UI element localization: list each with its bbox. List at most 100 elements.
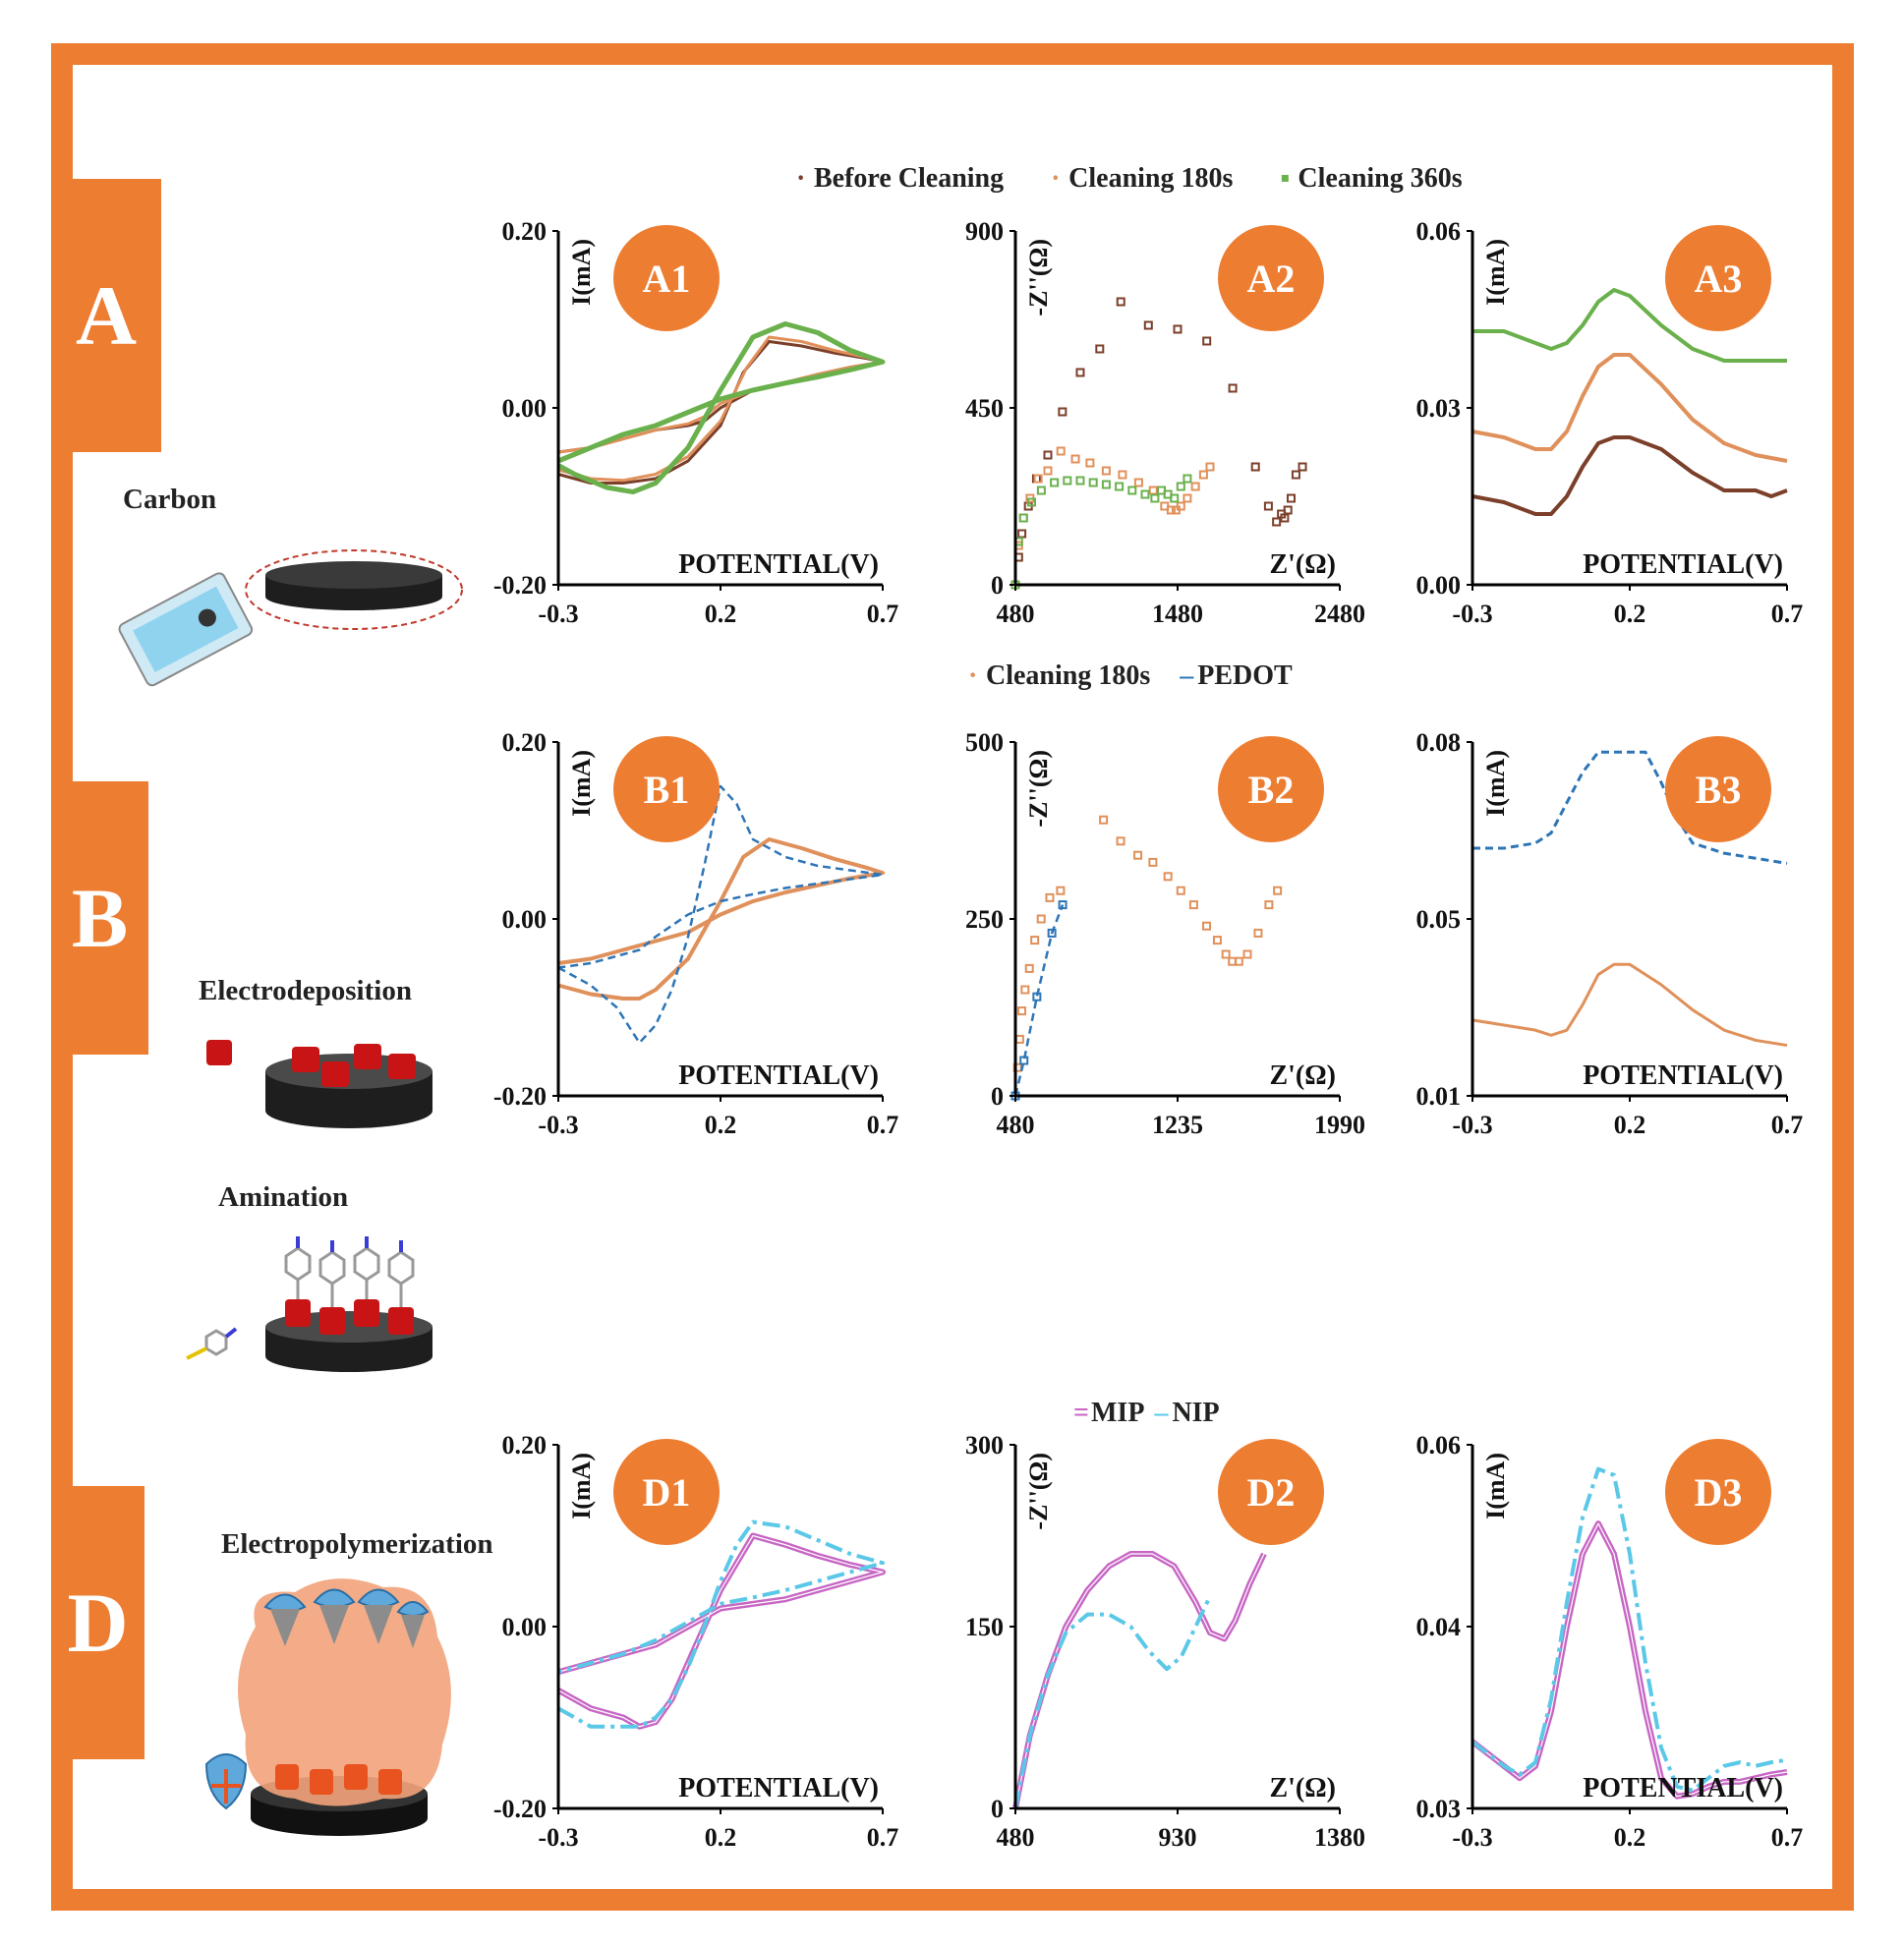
y-tick-label: 0.08 — [1416, 728, 1462, 757]
data-point-cleaning-360s-13 — [1150, 493, 1160, 503]
legend-item-before-cleaning: · Before Cleaning — [796, 163, 1005, 194]
x-tick-label: 0.7 — [867, 1823, 899, 1852]
y-tick-label: 0.00 — [502, 905, 548, 934]
y-axis-title: I(mA) — [1481, 239, 1510, 306]
data-point-cleaning-180s-2 — [1014, 1034, 1024, 1044]
panel-badge — [1218, 736, 1324, 842]
chart-d1: -0.3 0.2 0.7 -0.20 0.00 0.20 POTENTIAL(V) I(mA)… — [493, 1431, 898, 1852]
series-line-nip — [1471, 1466, 1788, 1793]
x-tick-label: 480 — [997, 600, 1035, 628]
data-point-cleaning-180s-3 — [1017, 1006, 1027, 1016]
legend-item-mip: =MIP — [1073, 1398, 1145, 1428]
chart-d3: -0.3 0.2 0.7 0.03 0.04 0.06 POTENTIAL(V) I(mA) D… — [1416, 1431, 1804, 1852]
y-tick-label: 0.00 — [502, 394, 548, 423]
data-point-cleaning-180s-14 — [1163, 872, 1173, 882]
data-point-cleaning-360s-16 — [1170, 493, 1180, 503]
step-label-carbon: Carbon — [123, 484, 217, 515]
series-line-mip — [1012, 1551, 1267, 1809]
data-point-cleaning-360s-5 — [1050, 478, 1060, 487]
data-point-before-cleaning-21 — [1291, 470, 1300, 480]
series-line-mip-inner — [1471, 1522, 1788, 1798]
data-point-cleaning-180s-7 — [1036, 914, 1046, 924]
y-tick-label: 0.05 — [1416, 905, 1462, 934]
data-point-cleaning-180s-11 — [1133, 478, 1143, 487]
y-tick-label: 0.06 — [1416, 217, 1462, 246]
chart-d2: 480 930 1380 0 150 300 Z'(Ω) -Z''(Ω) D2 — [965, 1431, 1365, 1852]
y-tick-label: 0.04 — [1416, 1613, 1462, 1641]
panel-badge-label: A1 — [643, 257, 691, 301]
data-point-before-cleaning-7 — [1075, 368, 1085, 377]
legend-marker-icon: · — [796, 163, 806, 194]
x-axis-title: POTENTIAL(V) — [678, 1060, 879, 1091]
y-tick-label: 0.00 — [502, 1613, 548, 1641]
data-point-cleaning-180s-6 — [1056, 446, 1066, 456]
data-point-before-cleaning-9 — [1116, 297, 1125, 307]
series-line-cleaning-360s — [556, 321, 886, 494]
panel-badge — [1665, 225, 1771, 331]
data-point-cleaning-180s-11 — [1116, 836, 1125, 846]
series-line-pedot — [557, 784, 885, 1045]
row-label-d: D — [51, 1486, 144, 1759]
x-tick-label: 1480 — [1152, 600, 1203, 628]
y-tick-label: 0.06 — [1416, 1431, 1462, 1460]
x-tick-label: 0.2 — [705, 1823, 737, 1852]
data-point-cleaning-180s-18 — [1212, 936, 1222, 945]
data-point-before-cleaning-13 — [1228, 383, 1238, 393]
step-label-amination: Amination — [218, 1181, 349, 1213]
y-axis-title: I(mA) — [567, 1453, 596, 1519]
x-tick-label: 0.7 — [867, 1111, 899, 1139]
series-line-mip — [1471, 1520, 1788, 1800]
data-point-before-cleaning-2 — [1017, 529, 1027, 539]
x-tick-label: 0.2 — [1614, 1111, 1646, 1139]
chart-a2: 480 1480 2480 0 450 900 Z'(Ω) -Z''(Ω) A2 — [965, 217, 1365, 628]
data-point-cleaning-180s-12 — [1133, 850, 1143, 860]
series-line-nip — [1013, 1595, 1212, 1809]
x-tick-label: -0.3 — [538, 600, 578, 628]
data-point-before-cleaning-20 — [1287, 493, 1296, 503]
y-tick-label: 0.01 — [1416, 1082, 1462, 1111]
row-label-b: B — [51, 781, 148, 1055]
series-line-mip-inner — [557, 1534, 884, 1728]
legend-marker-icon: = — [1073, 1398, 1089, 1428]
chart-b2: 480 1235 1990 0 250 500 Z'(Ω) -Z''(Ω) B2 — [965, 728, 1365, 1139]
x-tick-label: 1990 — [1314, 1111, 1365, 1139]
series-line-nip — [557, 1519, 885, 1729]
x-axis-title: POTENTIAL(V) — [1583, 1060, 1783, 1091]
x-axis-title: Z'(Ω) — [1269, 1773, 1336, 1804]
data-point-cleaning-180s-17 — [1202, 921, 1212, 931]
x-axis-title: POTENTIAL(V) — [1583, 549, 1783, 580]
data-point-cleaning-180s-8 — [1045, 892, 1055, 902]
data-point-cleaning-180s-19 — [1221, 949, 1231, 959]
legend-marker-icon: · — [1051, 163, 1061, 194]
data-point-before-cleaning-10 — [1143, 320, 1153, 330]
panel-badge-label: D2 — [1247, 1470, 1296, 1515]
step-label-electropolymerization: Electropolymerization — [221, 1528, 493, 1560]
amination-illustration — [186, 1236, 433, 1372]
data-point-before-cleaning-11 — [1173, 324, 1183, 334]
y-tick-label: 0.00 — [1416, 571, 1462, 600]
legend-marker-icon: ▪ — [1280, 163, 1291, 194]
data-point-cleaning-180s-21 — [1234, 956, 1243, 966]
data-point-cleaning-180s-17 — [1183, 493, 1192, 503]
y-tick-label: 900 — [965, 217, 1004, 246]
data-point-cleaning-180s-12 — [1148, 486, 1158, 495]
chart-a1: -0.3 0.2 0.7 -0.20 0.00 0.20 POTENTIAL(V) I(mA)… — [493, 217, 898, 628]
row-label-a: A — [51, 179, 161, 452]
data-point-cleaning-180s-10 — [1099, 815, 1109, 825]
y-tick-label: 450 — [965, 394, 1004, 423]
y-tick-label: 250 — [965, 905, 1004, 934]
series-line-before-cleaning — [1471, 435, 1788, 516]
x-tick-label: 480 — [997, 1111, 1035, 1139]
data-point-cleaning-180s-24 — [1264, 900, 1274, 910]
data-point-cleaning-180s-19 — [1198, 470, 1208, 480]
x-tick-label: -0.3 — [1452, 1823, 1492, 1852]
data-point-cleaning-180s-5 — [1024, 963, 1034, 973]
data-point-cleaning-180s-20 — [1205, 462, 1215, 472]
data-point-cleaning-180s-2 — [1018, 513, 1028, 523]
y-tick-label: 150 — [965, 1613, 1004, 1641]
carbon-electrode-illustration — [118, 549, 463, 687]
legend-marker-icon: – — [1180, 660, 1194, 691]
x-tick-label: 0.7 — [1771, 600, 1804, 628]
y-tick-label: 300 — [965, 1431, 1004, 1460]
data-point-cleaning-180s-14 — [1166, 505, 1176, 515]
